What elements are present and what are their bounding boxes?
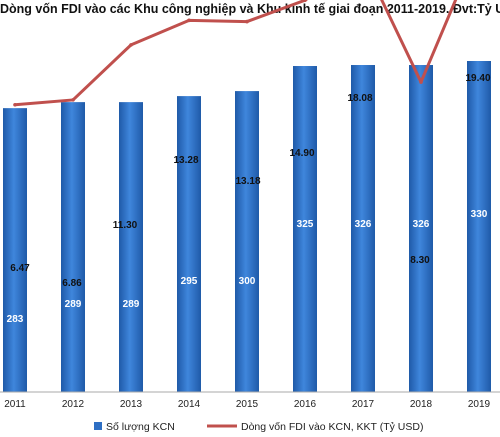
line-label-2014: 13.28 — [173, 155, 198, 166]
line-label-2017: 18.08 — [347, 93, 372, 104]
bar-label-2014: 295 — [181, 276, 198, 287]
line-point-2018 — [419, 80, 423, 84]
bar-label-2019: 330 — [471, 209, 488, 220]
bar-2018 — [409, 65, 433, 393]
x-tick-2013: 2013 — [120, 399, 143, 410]
x-tick-2014: 2014 — [178, 399, 201, 410]
line-label-2015: 13.18 — [235, 176, 260, 187]
bar-2014 — [177, 96, 201, 392]
line-point-2013 — [129, 43, 133, 47]
bar-label-2017: 326 — [355, 219, 372, 230]
line-label-2019: 19.40 — [465, 73, 490, 84]
line-label-2012: 6.86 — [62, 278, 82, 289]
line-label-2013: 11.30 — [113, 220, 138, 231]
line-point-2014 — [187, 18, 191, 23]
line-label-2018: 8.30 — [410, 255, 430, 266]
legend-line-label: Dòng vốn FDI vào KCN, KKT (Tỷ USD) — [241, 421, 423, 433]
line-point-2016 — [303, 0, 307, 3]
bar-label-2011: 283 — [7, 314, 24, 325]
line-point-2011 — [13, 102, 17, 107]
legend: Số lượng KCN Dòng vốn FDI vào KCN, KKT (T… — [94, 421, 423, 433]
x-tick-2019: 2019 — [468, 399, 491, 410]
x-tick-2015: 2015 — [236, 399, 259, 410]
bar-label-2012: 289 — [65, 299, 82, 310]
bar-label-2016: 325 — [297, 219, 314, 230]
line-layer: 6.47 6.86 11.30 13.28 13.18 14.90 18.08 8.30 19.… — [10, 0, 491, 289]
x-tick-2012: 2012 — [62, 399, 85, 410]
x-tick-2017: 2017 — [352, 399, 375, 410]
bar-2013 — [119, 102, 143, 393]
bar-2012 — [61, 102, 85, 393]
line-point-2012 — [71, 98, 75, 102]
x-tick-2018: 2018 — [410, 399, 433, 410]
bars-layer: 283 289 289 295 300 325 326 326 330 — [3, 61, 491, 393]
x-tick-2011: 2011 — [4, 399, 26, 410]
bar-2017 — [351, 65, 375, 393]
line-label-2016: 14.90 — [289, 148, 314, 159]
bar-2011 — [3, 108, 27, 392]
chart-title: Dòng vốn FDI vào các Khu công nghiệp và … — [0, 2, 500, 16]
legend-bar-swatch — [94, 422, 102, 430]
x-tick-2016: 2016 — [294, 399, 317, 410]
bar-label-2015: 300 — [239, 276, 256, 287]
line-label-2011: 6.47 — [10, 263, 30, 274]
legend-bar-label: Số lượng KCN — [106, 421, 175, 433]
bar-2015 — [235, 91, 259, 392]
line-point-2015 — [245, 19, 249, 24]
x-ticks: 2011 2012 2013 2014 2015 2016 2017 2018 2019 — [4, 399, 490, 410]
bar-2016 — [293, 66, 317, 393]
bar-label-2018: 326 — [413, 219, 430, 230]
bar-label-2013: 289 — [123, 299, 140, 310]
bar-2019 — [467, 61, 491, 392]
